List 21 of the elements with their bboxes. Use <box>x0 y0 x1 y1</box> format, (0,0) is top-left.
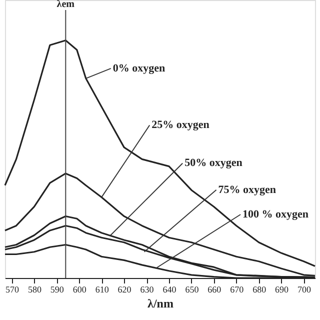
x-tick-label: 620 <box>118 284 132 294</box>
x-tick-label: 670 <box>230 284 244 294</box>
x-tick-label: 600 <box>72 284 87 294</box>
x-tick-label: 700 <box>298 284 312 294</box>
x-tick-label: 590 <box>50 284 64 294</box>
x-tick-label: 650 <box>185 284 200 294</box>
annotation: 0% oxygen <box>112 62 166 74</box>
x-tick-label: 690 <box>275 284 290 294</box>
x-tick-label: 660 <box>208 284 222 294</box>
x-tick-label: 640 <box>162 284 177 294</box>
annotation: 75% oxygen <box>218 184 276 196</box>
x-tick-label: 630 <box>140 284 154 294</box>
annotation: 100 % oxygen <box>242 208 309 220</box>
x-tick-label: 570 <box>5 284 20 294</box>
x-tick-label: 580 <box>28 284 42 294</box>
ref-line-label: λem <box>56 0 76 10</box>
annotation: 25% oxygen <box>152 119 210 132</box>
annotation: 50% oxygen <box>184 157 242 170</box>
x-tick-label: 680 <box>252 284 267 294</box>
x-axis-title: λ/nm <box>148 296 174 310</box>
x-tick-label: 610 <box>95 284 110 294</box>
